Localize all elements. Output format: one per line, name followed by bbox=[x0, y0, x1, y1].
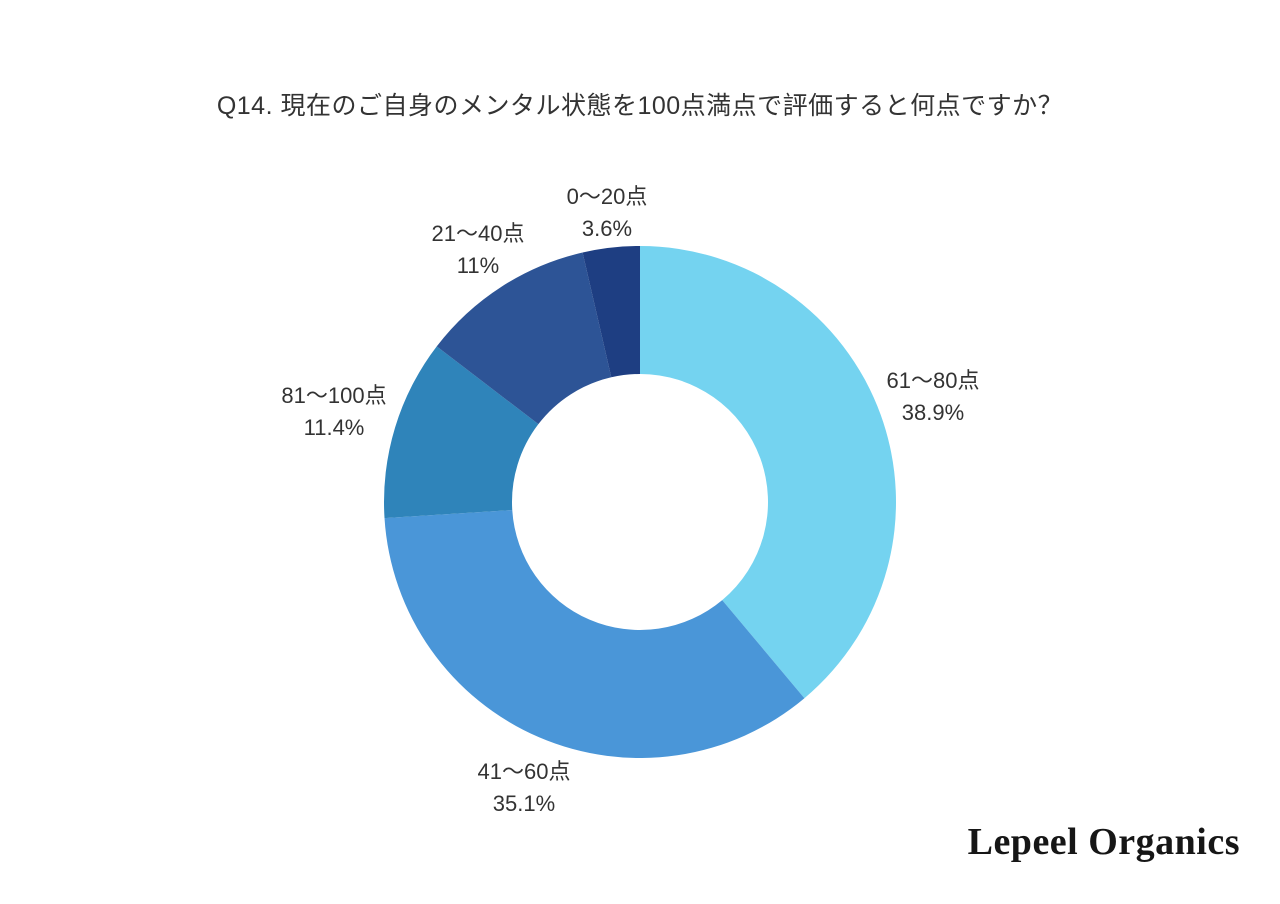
donut-slice-1 bbox=[384, 510, 805, 758]
donut-slice-0 bbox=[640, 246, 897, 699]
chart-title: Q14. 現在のご自身のメンタル状態を100点満点で評価すると何点ですか？ bbox=[216, 92, 1064, 120]
brand-logo-text: Lepeel Organics bbox=[967, 821, 1240, 863]
donut-slice-3 bbox=[436, 252, 612, 425]
donut-slice-2 bbox=[384, 346, 539, 519]
donut-slice-4 bbox=[582, 246, 640, 378]
